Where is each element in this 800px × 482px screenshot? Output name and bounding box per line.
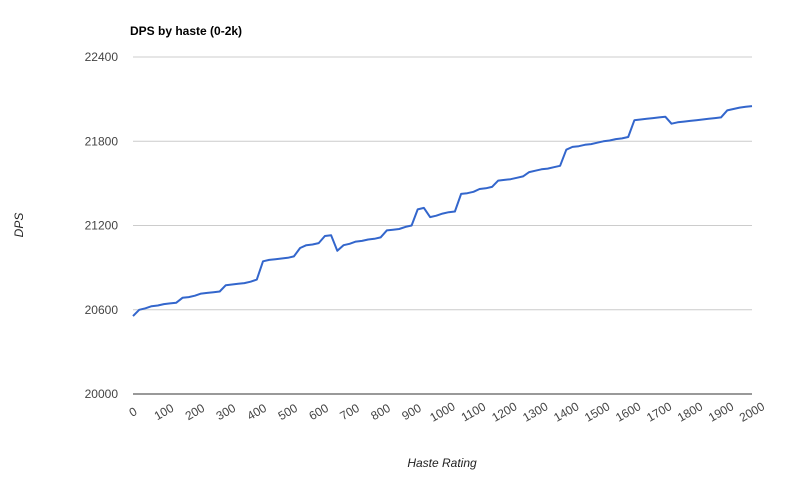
x-tick-label: 1100 [459, 399, 489, 424]
chart-title: DPS by haste (0-2k) [130, 24, 242, 38]
x-tick-label: 600 [307, 401, 332, 423]
y-tick-label: 20000 [85, 387, 119, 401]
x-tick-label: 1900 [706, 399, 736, 425]
x-axis-title: Haste Rating [407, 456, 477, 470]
x-tick-label: 1700 [644, 399, 674, 425]
y-tick-label: 22400 [85, 50, 119, 64]
y-axis-ticks: 20000 20600 21200 21800 22400 [85, 50, 119, 401]
x-tick-label: 400 [245, 401, 270, 423]
x-tick-label: 200 [183, 401, 208, 423]
x-tick-label: 1400 [551, 399, 581, 425]
x-tick-label: 300 [214, 401, 239, 423]
x-tick-label: 500 [276, 401, 301, 423]
y-tick-label: 21800 [85, 134, 119, 148]
x-tick-label: 1300 [520, 399, 550, 425]
y-tick-label: 21200 [85, 219, 119, 233]
x-tick-label: 100 [152, 401, 177, 423]
x-tick-label: 800 [368, 401, 393, 423]
y-tick-label: 20600 [85, 303, 119, 317]
x-tick-label: 900 [399, 401, 424, 423]
y-axis-title: DPS [12, 213, 26, 238]
x-tick-label: 700 [337, 401, 362, 423]
x-tick-label: 0 [127, 404, 140, 420]
x-tick-label: 1500 [582, 399, 612, 425]
x-tick-label: 1600 [613, 399, 643, 425]
x-tick-label: 1800 [675, 399, 705, 425]
x-tick-label: 2000 [737, 399, 767, 425]
series-line-dps [132, 105, 753, 317]
x-axis-ticks: 0 100 200 300 400 500 600 700 800 900 1000 1100 1200… [127, 399, 768, 425]
x-tick-label: 1200 [489, 399, 519, 425]
x-tick-label: 1000 [427, 399, 457, 425]
gridlines [133, 56, 752, 395]
